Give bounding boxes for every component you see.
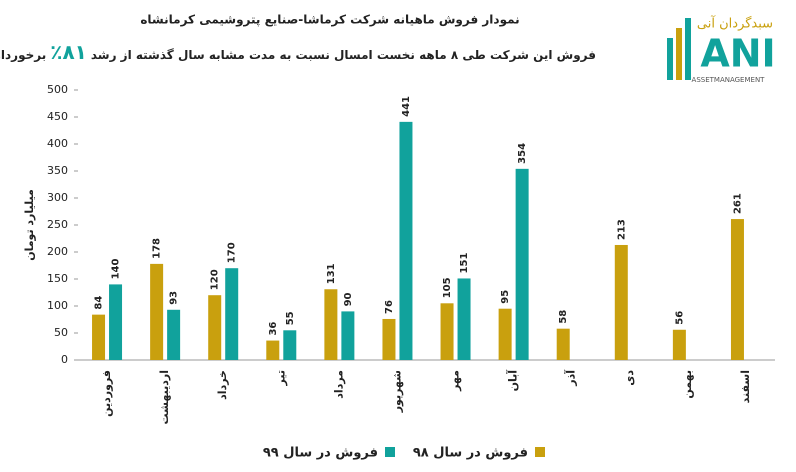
bar [614, 244, 628, 360]
bar [324, 289, 338, 360]
x-tick-label: خرداد [216, 370, 229, 400]
bar [92, 314, 106, 360]
y-tick-label: 250 [47, 218, 68, 231]
x-tick-label: آذر [564, 370, 578, 387]
legend-swatch [385, 447, 395, 457]
legend-label: فروش در سال ۹۹ [263, 446, 378, 461]
subtitle: فروش این شرکت طی ۸ ماهه نخست امسال نسبت … [0, 40, 596, 64]
data-label: 354 [517, 143, 528, 164]
data-label: 178 [152, 238, 163, 259]
legend-swatch [535, 447, 545, 457]
data-label: 58 [558, 310, 569, 324]
bar [167, 309, 181, 360]
y-tick-label: 500 [47, 83, 68, 96]
y-tick-label: 100 [47, 299, 68, 312]
y-tick-label: 150 [47, 272, 68, 285]
data-label: 131 [326, 263, 337, 284]
bar [440, 303, 454, 360]
bar [556, 328, 570, 360]
bar [515, 168, 529, 360]
logo: سبدگردان آنی ANI ASSETMANAGEMENT [667, 15, 776, 84]
x-tick-label: شهریور [390, 370, 403, 413]
x-tick-label: اردیبهشت [158, 370, 171, 424]
y-tick-label: 400 [47, 137, 68, 150]
data-label: 170 [227, 242, 238, 263]
data-label: 105 [442, 277, 453, 298]
data-label: 56 [674, 311, 685, 325]
bar [208, 295, 222, 360]
y-tick-label: 200 [47, 245, 68, 258]
y-tick-label: 300 [47, 191, 68, 204]
x-tick-label: بهمن [681, 370, 694, 399]
logo-brand: سبدگردان آنی [697, 15, 773, 32]
logo-bar [667, 38, 673, 80]
x-tick-label: فروردین [100, 370, 113, 417]
bar [399, 121, 413, 360]
bar [109, 284, 123, 360]
data-label: 441 [401, 96, 412, 117]
data-label: 76 [384, 300, 395, 314]
bar [730, 219, 744, 360]
data-label: 55 [285, 311, 296, 325]
x-tick-label: مهر [449, 370, 462, 392]
logo-tagline: ASSETMANAGEMENT [692, 76, 766, 84]
y-tick-label: 50 [54, 326, 68, 339]
bar [341, 311, 355, 360]
data-label: 213 [616, 219, 627, 240]
bar [457, 278, 471, 360]
subtitle-text: برخوردار بوده است. [0, 48, 47, 62]
x-tick-label: آبان [506, 370, 520, 392]
x-tick-label: مرداد [332, 370, 345, 399]
y-axis-label: میلیارد تومان [23, 189, 36, 261]
data-label: 90 [343, 292, 354, 306]
data-label: 36 [268, 322, 279, 336]
y-tick-label: 350 [47, 164, 68, 177]
bar [225, 268, 239, 360]
data-label: 120 [210, 269, 221, 290]
logo-bar [685, 18, 691, 80]
data-label: 151 [459, 253, 470, 274]
y-tick-label: 0 [61, 353, 68, 366]
data-label: 93 [169, 291, 180, 305]
bar [498, 308, 512, 360]
chart-title: نمودار فروش ماهیانه شرکت کرماشا-صنایع پت… [140, 13, 519, 28]
x-tick-label: اسفند [739, 370, 752, 403]
bar [266, 340, 280, 360]
subtitle-highlight: ۸۱٪ [50, 40, 87, 64]
bar [382, 318, 396, 360]
data-label: 84 [94, 296, 105, 310]
x-tick-label: تیر [274, 370, 287, 386]
subtitle-text: فروش این شرکت طی ۸ ماهه نخست امسال نسبت … [90, 48, 596, 62]
data-label: 140 [111, 258, 122, 279]
x-tick-label: دی [623, 370, 636, 386]
bar [150, 263, 164, 360]
y-tick-label: 450 [47, 110, 68, 123]
bar [283, 330, 297, 360]
legend-label: فروش در سال ۹۸ [413, 446, 528, 461]
data-label: 95 [500, 290, 511, 304]
logo-mark: ANI [700, 32, 775, 76]
logo-bar [676, 28, 682, 80]
data-label: 261 [732, 193, 743, 214]
bar [672, 329, 686, 360]
